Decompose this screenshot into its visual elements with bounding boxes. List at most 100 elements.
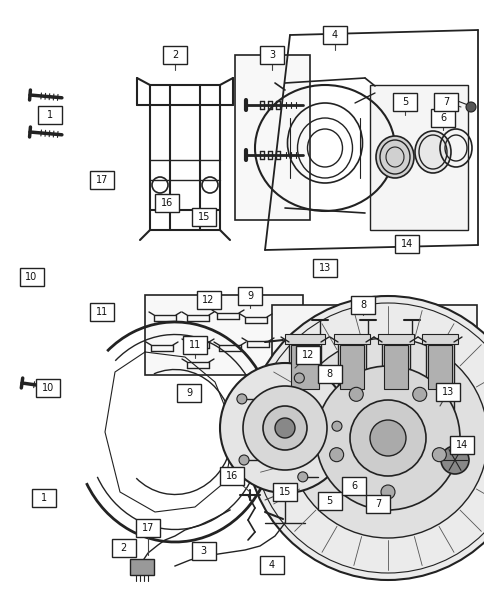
- Text: 2: 2: [121, 543, 126, 552]
- FancyBboxPatch shape: [31, 489, 56, 507]
- Text: 11: 11: [188, 340, 201, 350]
- Text: 3: 3: [200, 546, 206, 555]
- FancyBboxPatch shape: [449, 436, 473, 454]
- Text: 16: 16: [161, 198, 173, 208]
- FancyBboxPatch shape: [295, 346, 319, 364]
- Circle shape: [294, 373, 303, 383]
- Text: 15: 15: [197, 212, 210, 221]
- Text: 15: 15: [278, 487, 290, 497]
- Circle shape: [412, 388, 426, 401]
- Circle shape: [316, 366, 459, 510]
- Text: 9: 9: [186, 389, 192, 398]
- Bar: [272, 305, 476, 445]
- Text: 5: 5: [326, 496, 332, 505]
- Circle shape: [242, 386, 326, 470]
- FancyBboxPatch shape: [155, 194, 179, 212]
- Text: 7: 7: [375, 499, 380, 508]
- Ellipse shape: [375, 136, 413, 178]
- FancyBboxPatch shape: [90, 171, 114, 188]
- FancyBboxPatch shape: [317, 492, 341, 509]
- FancyBboxPatch shape: [312, 259, 336, 277]
- Text: 10: 10: [42, 383, 54, 393]
- Circle shape: [287, 338, 484, 538]
- Circle shape: [274, 418, 294, 438]
- FancyBboxPatch shape: [341, 477, 365, 495]
- Circle shape: [369, 420, 405, 456]
- FancyBboxPatch shape: [435, 383, 459, 401]
- Bar: [290, 345, 318, 389]
- FancyBboxPatch shape: [430, 109, 454, 127]
- Bar: [337, 342, 365, 422]
- Bar: [145, 295, 302, 375]
- Ellipse shape: [414, 131, 450, 173]
- Text: 11: 11: [95, 307, 108, 317]
- Bar: [425, 342, 453, 422]
- FancyBboxPatch shape: [220, 467, 243, 485]
- Circle shape: [348, 388, 363, 401]
- Bar: [288, 342, 320, 422]
- FancyBboxPatch shape: [433, 93, 457, 111]
- Bar: [369, 85, 467, 230]
- Circle shape: [297, 472, 307, 482]
- Circle shape: [380, 485, 394, 499]
- Circle shape: [262, 406, 306, 450]
- Bar: [421, 334, 457, 344]
- Text: 13: 13: [441, 387, 453, 397]
- Circle shape: [220, 363, 349, 493]
- FancyBboxPatch shape: [238, 287, 261, 305]
- Text: 6: 6: [350, 481, 356, 491]
- FancyBboxPatch shape: [182, 336, 207, 354]
- FancyBboxPatch shape: [322, 26, 346, 44]
- Text: 14: 14: [400, 240, 413, 249]
- Text: 8: 8: [359, 300, 365, 310]
- Circle shape: [349, 400, 425, 476]
- Text: 3: 3: [269, 50, 274, 60]
- Bar: [285, 334, 324, 344]
- Text: 7: 7: [442, 97, 448, 107]
- FancyBboxPatch shape: [196, 292, 220, 309]
- FancyBboxPatch shape: [136, 519, 160, 537]
- Bar: [377, 334, 413, 344]
- Text: 5: 5: [401, 97, 407, 107]
- FancyBboxPatch shape: [38, 106, 62, 124]
- FancyBboxPatch shape: [177, 385, 201, 402]
- FancyBboxPatch shape: [394, 236, 419, 253]
- Text: 8: 8: [326, 369, 332, 379]
- Text: 9: 9: [246, 291, 253, 301]
- Circle shape: [236, 394, 246, 404]
- Bar: [339, 345, 363, 389]
- FancyBboxPatch shape: [191, 542, 215, 560]
- Text: 17: 17: [141, 523, 154, 533]
- Text: 10: 10: [25, 272, 38, 282]
- Circle shape: [440, 446, 468, 474]
- Text: 1: 1: [47, 110, 53, 120]
- FancyBboxPatch shape: [163, 46, 187, 64]
- Bar: [235, 55, 309, 220]
- Bar: [333, 334, 369, 344]
- FancyBboxPatch shape: [317, 365, 341, 383]
- FancyBboxPatch shape: [365, 495, 390, 512]
- FancyBboxPatch shape: [259, 557, 283, 574]
- FancyBboxPatch shape: [36, 379, 60, 397]
- Bar: [130, 559, 154, 575]
- Text: 4: 4: [268, 561, 274, 570]
- Circle shape: [465, 102, 475, 112]
- FancyBboxPatch shape: [191, 208, 215, 226]
- Bar: [383, 345, 407, 389]
- Text: 12: 12: [202, 296, 214, 305]
- Text: 16: 16: [226, 471, 238, 481]
- FancyBboxPatch shape: [259, 46, 284, 64]
- FancyBboxPatch shape: [392, 93, 416, 111]
- Text: 12: 12: [301, 350, 314, 360]
- Bar: [381, 342, 409, 422]
- Text: 2: 2: [171, 50, 178, 60]
- Circle shape: [431, 448, 445, 462]
- Text: 4: 4: [331, 30, 337, 40]
- Text: 1: 1: [41, 493, 46, 502]
- Text: 14: 14: [455, 440, 467, 450]
- Circle shape: [245, 296, 484, 580]
- Text: 13: 13: [318, 263, 331, 273]
- Circle shape: [329, 448, 343, 462]
- FancyBboxPatch shape: [111, 539, 136, 557]
- FancyBboxPatch shape: [90, 303, 114, 321]
